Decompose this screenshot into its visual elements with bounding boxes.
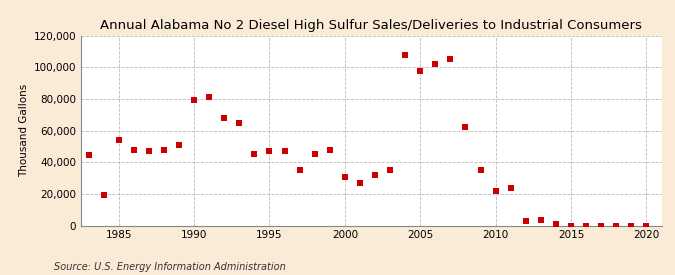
- Point: [385, 168, 396, 172]
- Point: [189, 98, 200, 102]
- Point: [611, 223, 622, 228]
- Point: [173, 143, 184, 147]
- Title: Annual Alabama No 2 Diesel High Sulfur Sales/Deliveries to Industrial Consumers: Annual Alabama No 2 Diesel High Sulfur S…: [101, 19, 642, 32]
- Point: [249, 152, 260, 156]
- Point: [83, 153, 94, 157]
- Point: [506, 185, 516, 190]
- Point: [400, 53, 410, 57]
- Point: [204, 95, 215, 100]
- Point: [279, 149, 290, 153]
- Point: [219, 116, 230, 120]
- Point: [551, 222, 562, 226]
- Point: [264, 149, 275, 153]
- Point: [234, 120, 245, 125]
- Point: [415, 68, 426, 73]
- Point: [430, 62, 441, 66]
- Point: [128, 147, 139, 152]
- Point: [325, 147, 335, 152]
- Point: [354, 181, 365, 185]
- Point: [460, 125, 471, 130]
- Text: Source: U.S. Energy Information Administration: Source: U.S. Energy Information Administ…: [54, 262, 286, 272]
- Point: [445, 57, 456, 62]
- Point: [626, 223, 637, 228]
- Point: [159, 147, 169, 152]
- Y-axis label: Thousand Gallons: Thousand Gallons: [20, 84, 29, 177]
- Point: [596, 223, 607, 228]
- Point: [340, 175, 350, 180]
- Point: [520, 219, 531, 223]
- Point: [475, 168, 486, 172]
- Point: [641, 223, 652, 228]
- Point: [99, 193, 109, 198]
- Point: [535, 218, 546, 222]
- Point: [580, 223, 591, 228]
- Point: [370, 173, 381, 177]
- Point: [490, 188, 501, 193]
- Point: [309, 152, 320, 156]
- Point: [294, 168, 305, 172]
- Point: [113, 138, 124, 142]
- Point: [144, 149, 155, 153]
- Point: [566, 223, 576, 228]
